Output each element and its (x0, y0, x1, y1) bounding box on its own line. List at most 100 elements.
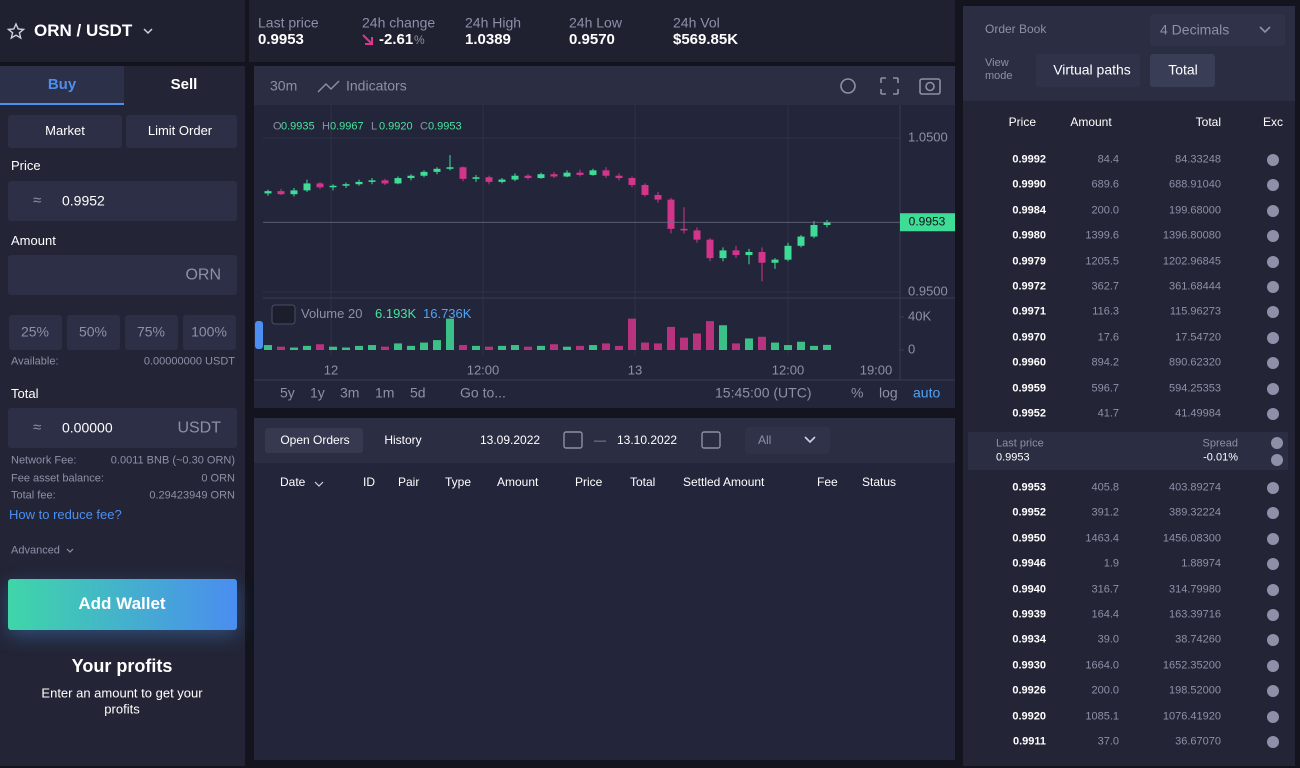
legend-key: C (420, 120, 428, 133)
book-total: 688.91040 (1169, 178, 1221, 191)
volume-bar (641, 342, 649, 350)
candle-body (407, 175, 415, 179)
filter-select[interactable] (745, 427, 830, 454)
fee-label: Total fee: (11, 489, 56, 502)
scroll-down-icon[interactable] (1271, 454, 1283, 466)
book-total: 115.96273 (1169, 305, 1221, 318)
candle-body (394, 178, 402, 184)
indicators[interactable]: Indicators (346, 77, 407, 94)
star-icon[interactable] (6, 22, 26, 40)
view-option[interactable] (1150, 54, 1215, 87)
chevron-icon[interactable] (66, 548, 74, 553)
volume-bar (394, 343, 402, 350)
camera-lens (925, 81, 935, 92)
candle-body (784, 245, 792, 260)
exchange-icon (1267, 685, 1279, 698)
stats-panel (249, 0, 955, 62)
volume-last: 16.736K (423, 306, 472, 322)
orders-tab[interactable]: History (384, 432, 422, 447)
open-orders-tab[interactable] (265, 428, 363, 453)
fee-value: 0 ORN (201, 472, 235, 485)
mid-value: 0.9953 (996, 451, 1030, 464)
book-column: Amount (1070, 114, 1112, 129)
exchange-icon (1267, 482, 1279, 494)
percent-button[interactable] (67, 315, 120, 350)
book-total: 17.54720 (1175, 331, 1221, 344)
book-amount: 596.7 (1091, 382, 1119, 394)
fee-value: 0.29423949 ORN (149, 489, 235, 502)
book-amount: 405.8 (1091, 481, 1119, 494)
book-total: 361.68444 (1169, 280, 1221, 293)
calendar-icon[interactable] (563, 431, 583, 449)
filter-value: All (758, 432, 772, 447)
approx-sign: ≈ (33, 419, 42, 436)
indicators-icon[interactable] (317, 80, 340, 93)
book-total: 36.67070 (1175, 735, 1221, 748)
book-total: 1456.08300 (1162, 532, 1221, 545)
advanced-toggle[interactable]: Advanced (11, 544, 60, 557)
view-option[interactable] (1036, 54, 1140, 87)
settings-icon[interactable] (840, 78, 856, 94)
volume-bar (290, 347, 298, 350)
range-button[interactable]: 1m (375, 384, 395, 401)
book-amount: 1085.1 (1085, 710, 1119, 722)
percent-button[interactable] (9, 315, 62, 350)
volume-bar (758, 336, 766, 350)
sort-icon[interactable] (314, 481, 324, 487)
orders-tab[interactable]: Open Orders (280, 432, 350, 447)
interval[interactable]: 30m (270, 77, 298, 94)
date-from: 13.09.2022 (480, 432, 541, 447)
percent-button[interactable] (125, 315, 178, 350)
buy-tab-bg[interactable] (0, 66, 124, 105)
volume-bar (563, 346, 571, 350)
chart-panel (254, 66, 955, 408)
chevron-icon[interactable] (1259, 26, 1271, 34)
market-button[interactable] (8, 115, 122, 148)
book-total: 38.74260 (1175, 633, 1221, 646)
camera-icon[interactable] (919, 78, 941, 95)
order-type: Market (45, 123, 85, 139)
exchange-icon (1267, 558, 1279, 571)
stat-label: Last price (258, 14, 319, 31)
range-button[interactable]: 5y (280, 384, 295, 401)
volume-bar (485, 346, 493, 350)
volume-bar (784, 345, 792, 350)
stat-label: 24h Low (569, 14, 622, 31)
book-price: 0.9930 (1012, 659, 1046, 672)
limit-button[interactable] (126, 115, 237, 148)
range-button[interactable]: 5d (410, 384, 426, 401)
volume-bar (719, 325, 727, 350)
exchange-icon (1267, 331, 1279, 344)
percent-button[interactable] (183, 315, 236, 350)
candle-body (693, 230, 701, 240)
amount-input[interactable] (8, 255, 237, 295)
book-price: 0.9952 (1012, 407, 1046, 420)
chevron-icon[interactable] (804, 436, 816, 444)
candle-body (797, 236, 805, 246)
volume-tick-label: 40K (908, 308, 931, 323)
column-header: Fee (817, 474, 838, 489)
exchange-icon (1267, 357, 1279, 370)
chevron-icon[interactable] (143, 28, 153, 35)
auto-toggle: auto (913, 384, 941, 401)
legend-key: H (322, 120, 330, 133)
total-input[interactable] (8, 408, 237, 448)
book-price: 0.9990 (1012, 178, 1046, 191)
tab: Sell (170, 76, 198, 93)
exchange-icon (1267, 306, 1279, 319)
volume-bar (511, 345, 519, 350)
scroll-up-icon[interactable] (1271, 437, 1283, 449)
book-total: 389.32224 (1169, 506, 1221, 519)
range-button[interactable]: 1y (310, 384, 325, 401)
date-to: 13.10.2022 (617, 432, 678, 447)
book-amount: 39.0 (1097, 633, 1119, 646)
fullscreen-icon[interactable] (880, 77, 899, 95)
book-amount: 200.0 (1091, 204, 1119, 217)
range-button[interactable]: 3m (340, 384, 360, 401)
candle-body (524, 175, 532, 179)
reduce-fee-link[interactable]: How to reduce fee? (9, 507, 122, 523)
calendar-icon[interactable] (701, 431, 721, 449)
price-input[interactable] (8, 181, 237, 221)
add-wallet-button[interactable] (8, 579, 237, 630)
